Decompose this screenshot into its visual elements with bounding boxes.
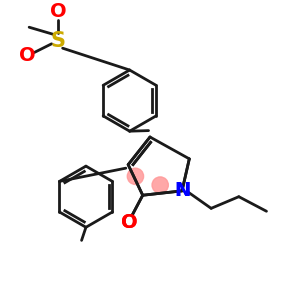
- Circle shape: [152, 177, 168, 193]
- Text: O: O: [50, 2, 67, 21]
- Text: O: O: [20, 46, 36, 65]
- Text: N: N: [174, 182, 190, 200]
- Text: N: N: [174, 182, 190, 200]
- Text: O: O: [121, 213, 138, 232]
- Text: O: O: [121, 213, 138, 232]
- Text: S: S: [51, 31, 66, 51]
- Circle shape: [127, 168, 144, 184]
